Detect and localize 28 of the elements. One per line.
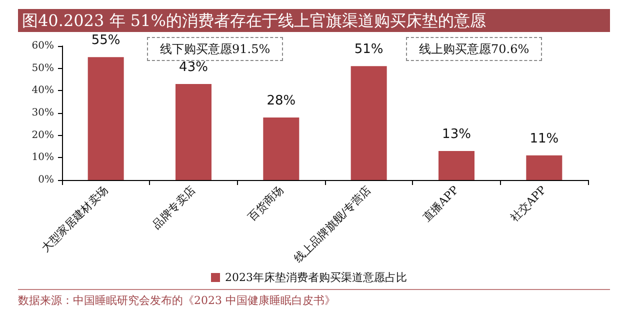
data-label: 13% bbox=[442, 126, 471, 142]
bar bbox=[350, 66, 387, 180]
y-tick-label: 20% bbox=[32, 130, 54, 141]
y-tick-label: 0% bbox=[38, 174, 54, 186]
legend-label: 2023年床垫消费者购买渠道意愿占比 bbox=[225, 271, 408, 284]
y-tick-label: 30% bbox=[32, 108, 54, 118]
x-tick-label: 大型家居建材卖场 bbox=[39, 183, 110, 255]
y-tick-label: 10% bbox=[32, 152, 54, 164]
x-tick-label: 线上品牌旗舰/专营店 bbox=[292, 183, 374, 266]
x-tick-label: 品牌专卖店 bbox=[150, 183, 198, 232]
bar bbox=[438, 150, 474, 180]
bar bbox=[263, 117, 300, 180]
bar bbox=[88, 57, 124, 180]
annotation: 线下购买意愿91.5% bbox=[147, 37, 284, 61]
data-label: 51% bbox=[354, 42, 384, 58]
annotation: 线上购买意愿70.6% bbox=[406, 37, 542, 61]
chart-title: 图40.2023 年 51%的消费者存在于线上官旗渠道购买床垫的意愿 bbox=[18, 9, 610, 32]
data-label: 55% bbox=[91, 33, 120, 48]
y-tick-label: 50% bbox=[32, 62, 54, 74]
data-label: 43% bbox=[179, 60, 208, 75]
data-label: 11% bbox=[530, 131, 559, 146]
data-label: 28% bbox=[266, 93, 296, 108]
x-tick-label: 百货商场 bbox=[245, 183, 286, 224]
y-tick-label: 40% bbox=[32, 85, 54, 96]
bar bbox=[526, 155, 562, 180]
y-tick-label: 60% bbox=[32, 40, 54, 52]
bar bbox=[176, 84, 212, 180]
source-note: 数据来源：中国睡眠研究会发布的《2023 中国健康睡眠白皮书》 bbox=[18, 289, 610, 308]
